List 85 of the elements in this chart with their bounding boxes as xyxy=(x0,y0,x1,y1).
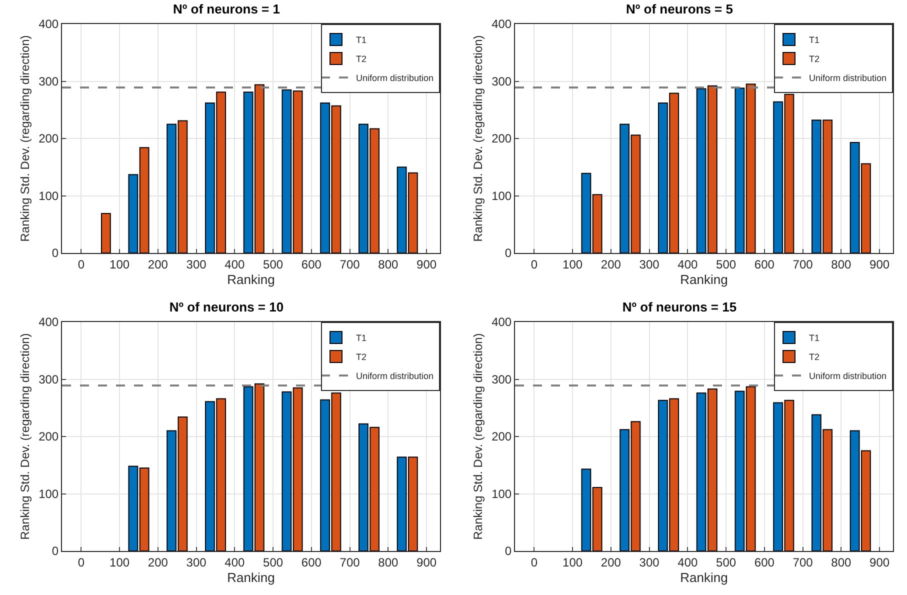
y-tick-label: 100 xyxy=(38,486,59,501)
x-axis-title: Ranking xyxy=(227,570,275,585)
y-axis-title: Ranking Std. Dev. (regarding direction) xyxy=(18,333,32,540)
legend-label: T1 xyxy=(809,333,820,344)
legend-label: T1 xyxy=(356,35,367,46)
x-tick-label: 900 xyxy=(416,555,437,570)
legend-label: Uniform distribution xyxy=(356,73,434,84)
x-tick-label: 0 xyxy=(530,555,538,570)
legend-label: T1 xyxy=(356,333,367,344)
x-tick-label: 500 xyxy=(263,555,284,570)
y-tick-label: 200 xyxy=(38,430,59,444)
y-tick-label: 400 xyxy=(492,315,512,330)
y-axis-title: Ranking Std. Dev. (regarding direction) xyxy=(470,333,485,540)
x-tick-label: 400 xyxy=(224,555,246,570)
x-tick-label: 0 xyxy=(78,257,85,272)
y-axis-title: Ranking Std. Dev. (regarding direction) xyxy=(18,35,32,242)
x-tick-label: 700 xyxy=(792,555,814,570)
y-tick-label: 400 xyxy=(38,315,59,330)
y-tick-label: 200 xyxy=(38,132,59,146)
legend-label: T2 xyxy=(809,54,820,64)
legend-label: T1 xyxy=(809,35,820,46)
x-tick-label: 200 xyxy=(600,555,622,570)
x-tick-label: 100 xyxy=(110,257,130,272)
x-axis-title: Ranking xyxy=(680,272,728,287)
x-tick-label: 900 xyxy=(870,555,890,570)
legend-label: Uniform distribution xyxy=(809,73,887,84)
x-tick-label: 0 xyxy=(78,555,85,570)
y-tick-label: 400 xyxy=(492,17,512,32)
x-tick-label: 300 xyxy=(186,257,207,272)
x-tick-label: 0 xyxy=(530,257,538,272)
x-tick-label: 600 xyxy=(301,555,322,570)
x-tick-label: 600 xyxy=(754,555,775,570)
x-tick-label: 500 xyxy=(716,555,736,570)
y-tick-label: 200 xyxy=(492,132,512,146)
y-axis-title: Ranking Std. Dev. (regarding direction) xyxy=(470,35,485,242)
x-tick-label: 300 xyxy=(639,257,660,272)
x-tick-label: 100 xyxy=(110,555,130,570)
y-tick-label: 300 xyxy=(492,74,512,88)
y-tick-label: 100 xyxy=(492,188,512,203)
chart-title: Nº of neurons = 15 xyxy=(622,300,737,315)
x-tick-label: 700 xyxy=(792,257,814,272)
x-tick-label: 200 xyxy=(148,555,168,570)
y-tick-label: 0 xyxy=(504,544,512,558)
legend-label: Uniform distribution xyxy=(356,371,434,382)
x-tick-label: 800 xyxy=(831,257,852,272)
x-tick-label: 300 xyxy=(639,555,660,570)
x-tick-label: 500 xyxy=(716,257,736,272)
chart-title: Nº of neurons = 5 xyxy=(626,2,733,17)
x-tick-label: 400 xyxy=(678,555,698,570)
y-tick-label: 300 xyxy=(38,74,59,88)
x-tick-label: 800 xyxy=(378,257,399,272)
x-tick-label: 700 xyxy=(340,555,360,570)
x-tick-label: 800 xyxy=(831,555,852,570)
x-tick-label: 200 xyxy=(600,257,622,272)
y-tick-label: 100 xyxy=(38,188,59,203)
bar xyxy=(100,213,111,253)
y-tick-label: 0 xyxy=(52,246,59,260)
y-tick-label: 0 xyxy=(52,544,59,558)
x-tick-label: 900 xyxy=(870,257,890,272)
x-tick-label: 400 xyxy=(224,257,246,272)
x-axis-title: Ranking xyxy=(680,570,728,585)
x-tick-label: 100 xyxy=(562,555,583,570)
chart-title: Nº of neurons = 10 xyxy=(169,300,284,315)
y-tick-label: 300 xyxy=(38,372,59,386)
legend-label: T2 xyxy=(356,352,367,362)
x-tick-label: 800 xyxy=(378,555,399,570)
x-tick-label: 600 xyxy=(301,257,322,272)
y-tick-label: 400 xyxy=(38,17,59,32)
x-tick-label: 900 xyxy=(416,257,437,272)
legend-label: T2 xyxy=(809,352,820,362)
x-tick-label: 500 xyxy=(263,257,284,272)
y-tick-label: 200 xyxy=(492,430,512,444)
legend-label: T2 xyxy=(356,54,367,64)
y-tick-label: 300 xyxy=(492,372,512,386)
chart-title: Nº of neurons = 1 xyxy=(173,2,280,17)
x-tick-label: 400 xyxy=(678,257,698,272)
x-tick-label: 600 xyxy=(754,257,775,272)
legend-label: Uniform distribution xyxy=(809,371,887,382)
x-tick-label: 200 xyxy=(148,257,168,272)
x-tick-label: 100 xyxy=(562,257,583,272)
x-axis-title: Ranking xyxy=(227,272,275,287)
x-tick-label: 700 xyxy=(340,257,360,272)
y-tick-label: 100 xyxy=(492,486,512,501)
y-tick-label: 0 xyxy=(504,246,512,260)
x-tick-label: 300 xyxy=(186,555,207,570)
